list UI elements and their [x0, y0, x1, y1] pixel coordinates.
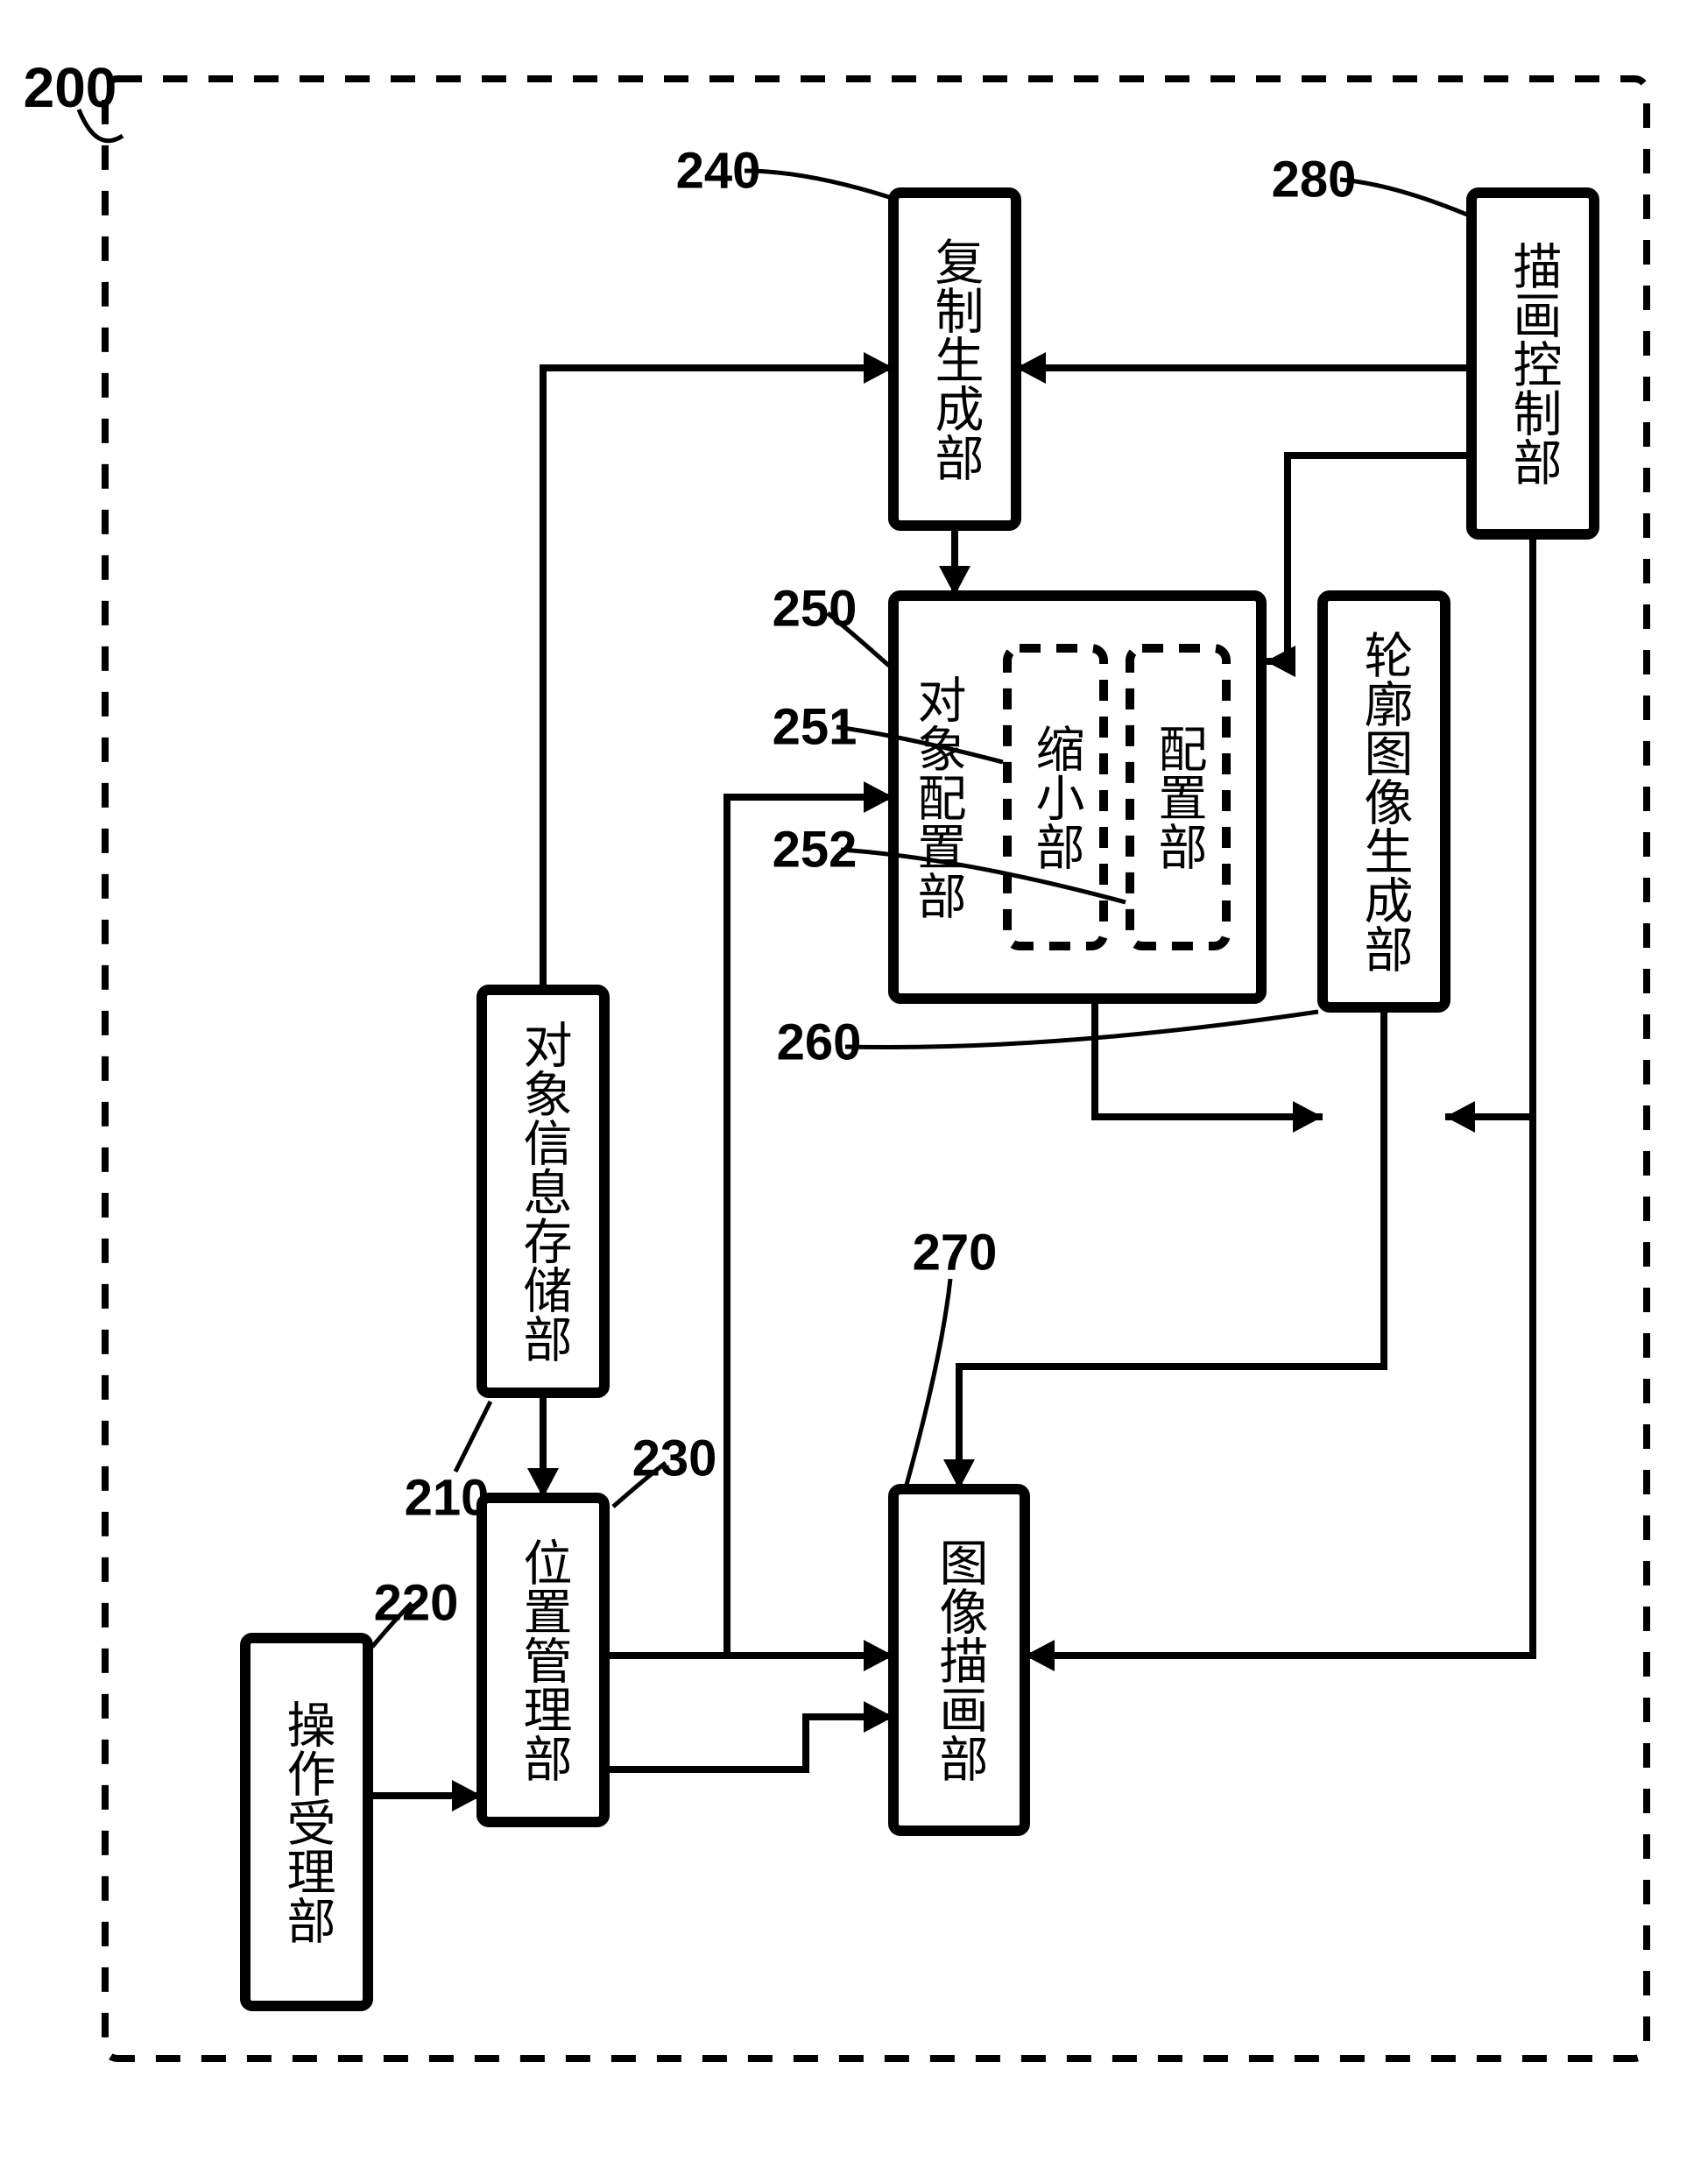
block-b220-refnum: 220 [374, 1575, 459, 1632]
block-b260: 轮廓图像生成部 [1323, 596, 1445, 1007]
container-refnum: 200 [24, 56, 117, 119]
block-b220: 操作受理部 [245, 1638, 368, 2006]
block-b280: 描画控制部 [1472, 193, 1594, 534]
leader-b250 [828, 613, 889, 666]
block-b210: 对象信息存储部 [482, 990, 604, 1393]
block-b270-refnum: 270 [913, 1225, 998, 1282]
leader-b240 [745, 171, 889, 197]
block-b251-label: 缩小部 [1028, 724, 1083, 871]
block-b252-label: 配置部 [1151, 724, 1205, 871]
block-b240-label: 复制生成部 [928, 237, 983, 482]
block-b270: 图像描画部 [893, 1489, 1025, 1831]
flow-edge [727, 797, 893, 1656]
block-b260-refnum: 260 [777, 1014, 862, 1071]
leader-b280 [1340, 180, 1467, 215]
block-b252: 配置部 [1130, 648, 1226, 946]
block-b210-label: 对象信息存储部 [516, 1020, 571, 1363]
flow-edge [604, 1717, 893, 1769]
block-b280-label: 描画控制部 [1506, 241, 1561, 486]
block-b260-label: 轮廓图像生成部 [1357, 630, 1412, 973]
block-b250-label: 对象配置部 [910, 674, 964, 920]
leader-b210 [455, 1402, 491, 1472]
block-b210-refnum: 210 [405, 1470, 490, 1527]
flow-edge [959, 1007, 1384, 1489]
flow-edge [543, 368, 893, 990]
block-b270-label: 图像描画部 [932, 1537, 987, 1783]
block-b220-label: 操作受理部 [279, 1699, 335, 1945]
block-b251: 缩小部 [1007, 648, 1104, 946]
block-b230-label: 位置管理部 [516, 1537, 571, 1783]
leader-b270 [907, 1279, 950, 1485]
leader-b260 [845, 1012, 1318, 1048]
block-b240: 复制生成部 [893, 193, 1016, 526]
flow-edge [1445, 534, 1533, 1117]
block-b230: 位置管理部 [482, 1498, 604, 1822]
